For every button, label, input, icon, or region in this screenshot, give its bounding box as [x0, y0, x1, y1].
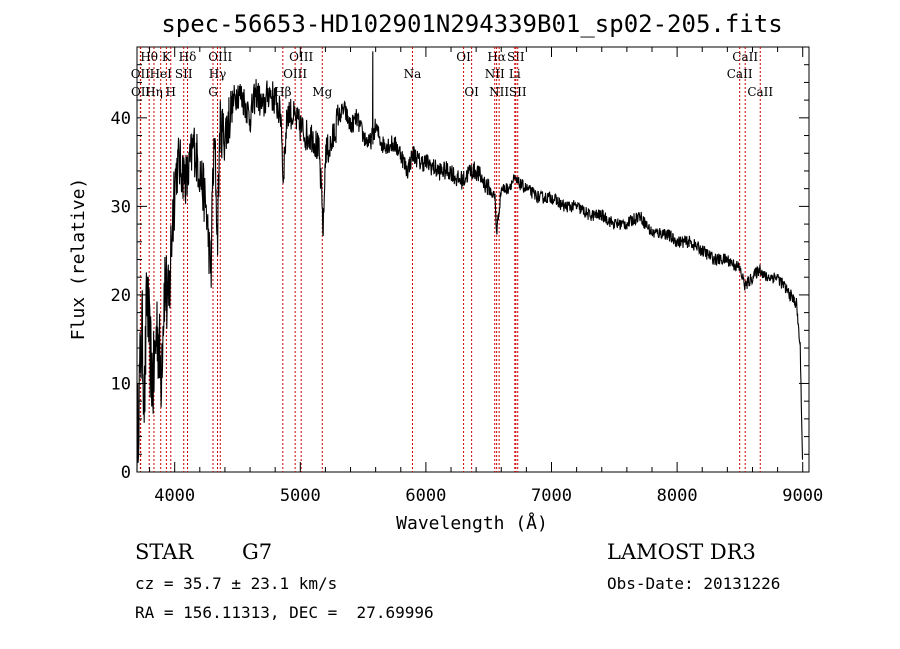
line-marker-label: SII: [509, 85, 527, 99]
x-tick-label: 7000: [531, 486, 572, 506]
line-marker-label: OI: [464, 85, 479, 99]
line-marker-label: OIII: [289, 50, 313, 64]
plot-frame: [136, 46, 810, 473]
y-tick-label: 20: [111, 286, 131, 306]
line-marker-label: Hα: [487, 50, 506, 64]
observation-date: Obs-Date: 20131226: [607, 574, 781, 593]
line-marker-label: OIII: [208, 50, 232, 64]
x-tick-label: 8000: [657, 486, 698, 506]
chart-title: spec-56653-HD102901N294339B01_sp02-205.f…: [161, 10, 782, 38]
survey-name: LAMOST DR3: [607, 540, 756, 564]
line-marker-label: Hγ: [209, 67, 227, 81]
line-marker-label: OIII: [283, 67, 307, 81]
line-marker-label: HeI: [150, 67, 173, 81]
object-class: STAR: [135, 540, 194, 564]
line-marker-label: G: [208, 85, 218, 99]
line-marker-label: Mg: [312, 85, 332, 99]
subclass: G7: [242, 540, 273, 564]
line-marker-label: Li: [509, 67, 521, 81]
line-marker-label: SII: [507, 50, 525, 64]
line-marker-label: CaII: [727, 67, 753, 81]
line-marker-label: Hβ: [274, 85, 291, 99]
line-marker-label: NII: [485, 67, 505, 81]
line-marker-label: Hδ: [179, 50, 197, 64]
line-marker-label: OI: [456, 50, 471, 64]
x-tick-label: 5000: [280, 486, 321, 506]
line-marker-label: CaII: [732, 50, 758, 64]
flux-series-line: [136, 51, 804, 473]
line-marker-label: K: [162, 50, 172, 64]
y-tick-label: 40: [111, 109, 131, 129]
line-marker-label: Hθ: [140, 50, 158, 64]
line-marker-label: OII: [131, 67, 151, 81]
x-axis-ticks: 4000 5000 6000 7000 8000 9000: [149, 47, 823, 506]
x-tick-label: 9000: [782, 486, 823, 506]
emission-lines: Hθ OII OII K HeI Hη Hδ SII H OIII Hγ G OIII OIII Hβ Mg N…: [131, 47, 773, 472]
line-marker-label: OII: [131, 85, 151, 99]
y-tick-label: 30: [111, 197, 131, 217]
coordinates: RA = 156.11313, DEC = 27.69996: [135, 603, 434, 622]
line-marker-label: Hη: [145, 85, 163, 99]
y-axis-ticks: 0 10 20 30 40: [111, 64, 809, 483]
y-tick-label: 10: [111, 374, 131, 394]
y-axis-label: Flux (relative): [68, 178, 89, 341]
x-tick-label: 4000: [154, 486, 195, 506]
x-tick-label: 6000: [405, 486, 446, 506]
line-marker-label: CaII: [747, 85, 773, 99]
line-marker-label: H: [166, 85, 176, 99]
line-marker-label: SII: [175, 67, 193, 81]
redshift-velocity: cz = 35.7 ± 23.1 km/s: [135, 574, 338, 593]
line-marker-label: NII: [489, 85, 509, 99]
x-axis-label: Wavelength (Å): [396, 512, 548, 534]
line-marker-label: Na: [404, 67, 422, 81]
y-tick-label: 0: [121, 463, 131, 483]
